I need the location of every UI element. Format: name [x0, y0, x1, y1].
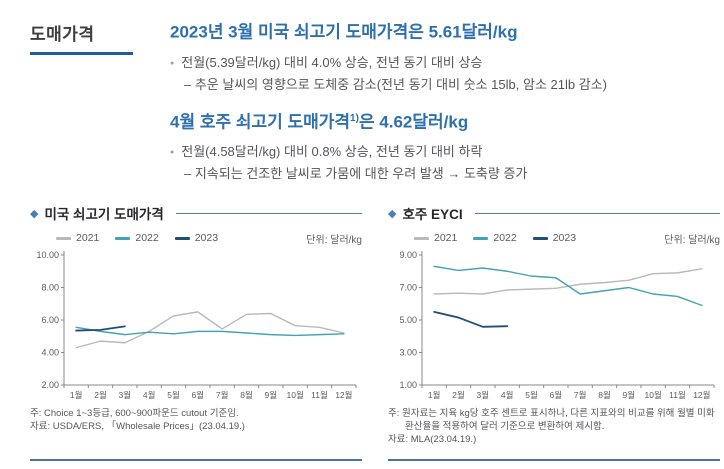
legend-swatch-icon — [174, 236, 190, 240]
legend-item-2021: 2021 — [56, 232, 99, 244]
panel-bottom-rule — [30, 459, 362, 461]
legend-item-2022: 2022 — [473, 232, 517, 244]
svg-text:5월: 5월 — [525, 390, 538, 400]
svg-text:10.00: 10.00 — [36, 250, 59, 260]
chart-note-us: 주: Choice 1~3등급, 600~900파운드 cutout 기준임. — [30, 408, 239, 419]
bullet-us: 전월(5.39달러/kg) 대비 4.0% 상승, 전년 동기 대비 상승 — [170, 52, 715, 74]
chart-title-row: ◆ 미국 쇠고기 도매가격 — [30, 203, 362, 223]
legend-item-2023: 2023 — [174, 232, 218, 244]
legend-item-2022: 2022 — [115, 232, 159, 244]
svg-text:7월: 7월 — [574, 390, 587, 400]
legend-row: 2021 2022 2023 단위: 달러/kg — [30, 231, 362, 246]
svg-text:10월: 10월 — [645, 390, 662, 400]
line-chart-au: 1.00 3.00 5.00 7.00 9.00 1월 2월 3월 4월 5월 6월 7월 8월 9월 10… — [399, 250, 715, 400]
svg-text:7.00: 7.00 — [399, 283, 417, 293]
svg-text:5.00: 5.00 — [399, 315, 417, 325]
svg-text:8월: 8월 — [598, 390, 611, 400]
chart-legend-au: 2021 2022 2023 — [388, 232, 664, 244]
svg-text:11월: 11월 — [669, 390, 686, 400]
svg-text:10월: 10월 — [287, 390, 304, 400]
unit-label-us: 단위: 달러/kg — [306, 234, 362, 246]
chart-legend-us: 2021 2022 2023 — [30, 232, 306, 244]
headline-au-footnote-mark: 1) — [350, 112, 359, 124]
svg-text:2월: 2월 — [452, 390, 465, 400]
summary-block: 2023년 3월 미국 쇠고기 도매가격은 5.61달러/kg 전월(5.39달… — [170, 18, 715, 184]
svg-text:6월: 6월 — [192, 390, 205, 400]
svg-text:9.00: 9.00 — [399, 250, 417, 260]
legend-item-2021: 2021 — [414, 232, 457, 244]
legend-swatch-icon — [473, 236, 489, 240]
chart-title-au: 호주 EYCI — [402, 207, 463, 222]
svg-text:2월: 2월 — [94, 390, 107, 400]
chart-source-us: 자료: USDA/ERS, 「Wholesale Prices」(23.04.1… — [30, 421, 245, 432]
svg-text:3월: 3월 — [119, 390, 132, 400]
legend-swatch-icon — [414, 236, 429, 240]
svg-text:2.00: 2.00 — [41, 380, 59, 390]
legend-item-2023: 2023 — [532, 232, 576, 244]
svg-text:4월: 4월 — [143, 390, 156, 400]
diamond-bullet-icon: ◆ — [388, 207, 397, 220]
legend-swatch-icon — [115, 236, 131, 240]
title-rule — [175, 212, 362, 214]
headline-au-suffix: 은 4.62달러/kg — [358, 112, 469, 132]
svg-text:12월: 12월 — [693, 390, 710, 400]
svg-text:7월: 7월 — [216, 390, 229, 400]
line-chart-us: 2.00 4.00 6.00 8.00 10.00 1월 2월 3월 4월 5월 6월 7월 8월 9월 1… — [36, 250, 357, 400]
headline-au-text: 4월 호주 쇠고기 도매가격 — [170, 112, 351, 132]
headline-us: 2023년 3월 미국 쇠고기 도매가격은 5.61달러/kg — [170, 18, 715, 44]
chart-panel-au: ◆ 호주 EYCI 2021 2022 2023 단위: 달러/kg 1.00 3.0… — [388, 203, 720, 461]
sub-bullet-us: – 추운 날씨의 영향으로 도체중 감소(전년 동기 대비 숫소 15lb, 암… — [184, 76, 607, 92]
svg-text:11월: 11월 — [311, 390, 328, 400]
diamond-bullet-icon: ◆ — [30, 207, 39, 220]
svg-text:12월: 12월 — [335, 390, 352, 400]
legend-swatch-icon — [56, 236, 71, 240]
panel-bottom-rule — [388, 459, 720, 461]
svg-text:5월: 5월 — [167, 390, 180, 400]
svg-text:6월: 6월 — [550, 390, 563, 400]
chart-title-row: ◆ 호주 EYCI — [388, 203, 720, 223]
svg-text:9월: 9월 — [265, 390, 278, 400]
legend-row: 2021 2022 2023 단위: 달러/kg — [388, 231, 720, 246]
headline-au: 4월 호주 쇠고기 도매가격1)은 4.62달러/kg — [170, 108, 715, 134]
svg-text:1.00: 1.00 — [399, 380, 417, 390]
svg-text:8월: 8월 — [240, 390, 253, 400]
chart-title-us: 미국 쇠고기 도매가격 — [44, 207, 164, 222]
chart-source-au: 자료: MLA(23.04.19.) — [388, 434, 477, 445]
svg-text:8.00: 8.00 — [41, 283, 59, 293]
unit-label-au: 단위: 달러/kg — [664, 234, 720, 246]
legend-swatch-icon — [532, 236, 548, 240]
svg-text:9월: 9월 — [623, 390, 636, 400]
bullet-au: 전월(4.58달러/kg) 대비 0.8% 상승, 전년 동기 대비 하락 — [170, 141, 715, 163]
svg-text:3월: 3월 — [477, 390, 490, 400]
svg-text:6.00: 6.00 — [41, 315, 59, 325]
chart-note-au: 주: 원자료는 지육 kg당 호주 센트로 표시하나, 다른 지표와의 비교를 … — [388, 408, 715, 432]
svg-text:3.00: 3.00 — [399, 348, 417, 358]
svg-text:1월: 1월 — [428, 390, 441, 400]
title-rule — [474, 212, 720, 214]
section-label: 도매가격 — [30, 20, 133, 55]
chart-panel-us: ◆ 미국 쇠고기 도매가격 2021 2022 2023 단위: 달러/kg 2.0… — [30, 203, 362, 461]
headline-us-text: 2023년 3월 미국 쇠고기 도매가격은 5.61달러/kg — [170, 22, 518, 42]
svg-text:1월: 1월 — [70, 390, 83, 400]
sub-bullet-au: – 지속되는 건조한 날씨로 가뭄에 대한 우려 발생 → 도축량 증가 — [184, 166, 528, 182]
svg-text:4월: 4월 — [501, 390, 514, 400]
svg-text:4.00: 4.00 — [41, 348, 59, 358]
